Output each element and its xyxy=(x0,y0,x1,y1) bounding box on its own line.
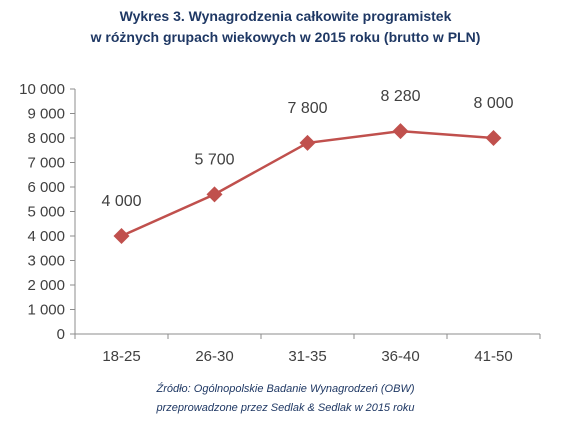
data-point-marker xyxy=(392,123,409,140)
data-label: 7 800 xyxy=(287,100,327,117)
data-point-marker xyxy=(206,186,223,203)
y-tick-label: 10 000 xyxy=(19,81,65,98)
data-label: 8 000 xyxy=(473,95,513,112)
data-label: 5 700 xyxy=(194,151,234,168)
x-tick-label: 41-50 xyxy=(474,348,512,365)
x-tick-label: 31-35 xyxy=(288,348,326,365)
y-tick-label: 1 000 xyxy=(27,302,65,319)
data-point-marker xyxy=(485,130,502,146)
y-tick-label: 7 000 xyxy=(27,155,65,172)
x-tick-label: 36-40 xyxy=(381,348,419,365)
data-point-marker xyxy=(113,228,130,244)
y-tick-label: 0 xyxy=(57,326,65,343)
data-label: 8 280 xyxy=(380,88,420,105)
chart-title-line-1: Wykres 3. Wynagrodzenia całkowite progra… xyxy=(119,8,452,24)
y-tick-label: 6 000 xyxy=(27,179,65,196)
x-tick-label: 18-25 xyxy=(102,348,140,365)
chart-title-line-2: w różnych grupach wiekowych w 2015 roku … xyxy=(90,29,481,45)
y-tick-label: 3 000 xyxy=(27,253,65,270)
data-label: 4 000 xyxy=(101,193,141,210)
source-line-2: przeprowadzone przez Sedlak & Sedlak w 2… xyxy=(156,402,415,414)
y-tick-label: 9 000 xyxy=(27,106,65,123)
y-tick-label: 4 000 xyxy=(27,228,65,245)
y-tick-label: 2 000 xyxy=(27,277,65,294)
x-tick-label: 26-30 xyxy=(195,348,233,365)
y-tick-label: 5 000 xyxy=(27,204,65,221)
y-tick-label: 8 000 xyxy=(27,130,65,147)
data-point-marker xyxy=(299,134,316,151)
source-line-1: Źródło: Ogólnopolskie Badanie Wynagrodze… xyxy=(156,383,415,395)
